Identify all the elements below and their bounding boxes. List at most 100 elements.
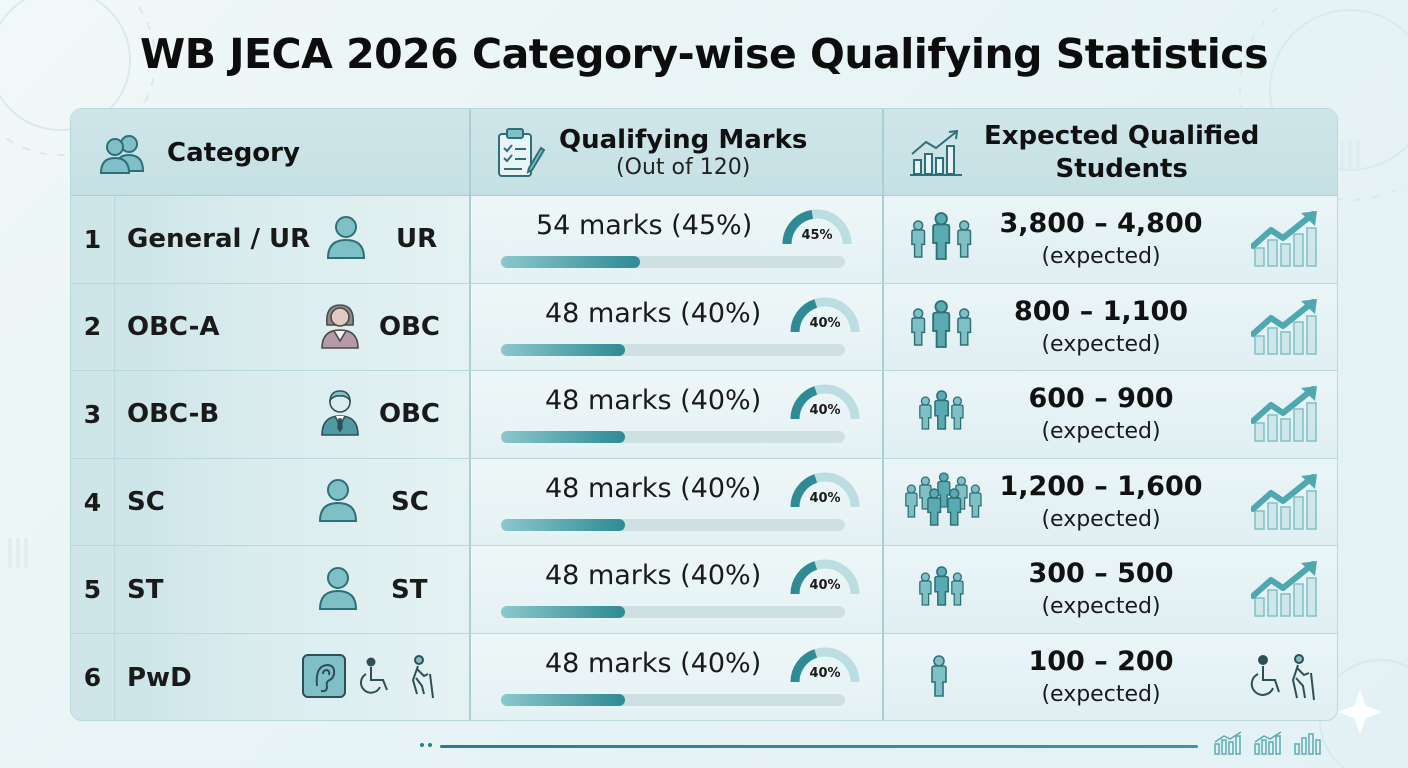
percent-gauge: 40% bbox=[787, 469, 863, 511]
category-abbr: UR bbox=[396, 224, 438, 255]
divider bbox=[882, 109, 884, 195]
students-header-line1: Expected Qualified bbox=[984, 120, 1260, 151]
users-icon bbox=[99, 134, 145, 174]
gauge-fill bbox=[790, 474, 818, 508]
progress-fill bbox=[501, 518, 625, 531]
category-name: SC bbox=[127, 487, 165, 518]
category-name: OBC-A bbox=[127, 311, 220, 342]
expected-label: (expected) bbox=[1041, 506, 1161, 532]
crowd-icon bbox=[903, 471, 989, 533]
table-row: 2 OBC-A OBC 48 marks (40%) 40% 800 – 1,100 (ex… bbox=[71, 283, 1337, 372]
divider bbox=[882, 196, 884, 283]
expected-label: (expected) bbox=[1041, 244, 1161, 269]
category-cell bbox=[71, 546, 469, 633]
marks-header-label: Qualifying Marks bbox=[559, 125, 808, 155]
trend-up-icon bbox=[1250, 385, 1323, 447]
category-abbr: ST bbox=[391, 574, 428, 605]
expected-label: (expected) bbox=[1041, 419, 1161, 445]
row-number: 2 bbox=[71, 283, 115, 371]
category-name: PwD bbox=[127, 662, 192, 693]
row-number: 1 bbox=[71, 196, 115, 283]
expected-range: 600 – 900 bbox=[1028, 383, 1174, 415]
qualifying-marks: 48 marks (40%) bbox=[545, 560, 762, 592]
trend-up-icon bbox=[1250, 298, 1323, 360]
progress-fill bbox=[501, 431, 625, 444]
trend-up-icon bbox=[1250, 560, 1323, 622]
footer-icons bbox=[1212, 730, 1324, 756]
category-header-label: Category bbox=[167, 137, 300, 168]
progress-fill bbox=[501, 606, 625, 619]
qualifying-marks: 48 marks (40%) bbox=[545, 297, 762, 329]
bar-chart-trend-icon bbox=[910, 129, 962, 176]
divider bbox=[882, 283, 884, 371]
man-suit-icon bbox=[319, 388, 361, 440]
marks-cell bbox=[469, 283, 882, 371]
category-cell bbox=[71, 634, 469, 720]
gauge-fill bbox=[790, 298, 818, 332]
bar-chart-icon bbox=[1254, 731, 1282, 755]
gauge-label: 40% bbox=[809, 666, 841, 681]
wheelchair-walker-icon bbox=[1243, 652, 1319, 706]
category-cell bbox=[71, 458, 469, 546]
gauge-label: 40% bbox=[809, 578, 841, 594]
expected-range: 100 – 200 bbox=[1028, 646, 1174, 677]
gauge-label: 40% bbox=[809, 315, 841, 331]
gauge-fill bbox=[790, 561, 818, 595]
trend-up-icon bbox=[1250, 210, 1323, 272]
table-row: 4 SC SC 48 marks (40%) 40% 1,200 – 1,600 (expe… bbox=[71, 458, 1337, 547]
progress-fill bbox=[501, 694, 625, 706]
marks-progress-bar bbox=[501, 256, 845, 268]
header-students: Expected Qualified Students bbox=[882, 109, 1337, 196]
marks-progress-bar bbox=[501, 518, 845, 531]
divider bbox=[469, 283, 471, 371]
marks-progress-bar bbox=[501, 431, 845, 444]
category-abbr: OBC bbox=[379, 311, 441, 342]
group-of-three-icon bbox=[917, 563, 969, 617]
trend-up-icon bbox=[1250, 473, 1323, 535]
qualifying-marks: 48 marks (40%) bbox=[545, 648, 762, 679]
bar-chart-icon bbox=[1294, 733, 1321, 755]
header-marks: Qualifying Marks (Out of 120) bbox=[469, 109, 882, 196]
category-name: OBC-B bbox=[127, 399, 220, 430]
marks-cell bbox=[469, 371, 882, 458]
divider bbox=[882, 546, 884, 633]
percent-gauge: 40% bbox=[787, 644, 863, 686]
single-person-icon bbox=[927, 654, 953, 702]
expected-range: 1,200 – 1,600 bbox=[999, 470, 1203, 502]
person-icon bbox=[317, 477, 359, 527]
qualifying-marks: 54 marks (45%) bbox=[536, 210, 753, 241]
students-header-line2: Students bbox=[1055, 153, 1188, 184]
divider bbox=[469, 458, 471, 546]
person-icon bbox=[325, 214, 367, 264]
percent-gauge: 40% bbox=[787, 556, 863, 598]
students-cell bbox=[882, 634, 1337, 720]
divider bbox=[469, 196, 471, 283]
divider bbox=[882, 371, 884, 458]
gauge-label: 40% bbox=[809, 490, 841, 506]
qualifying-marks: 48 marks (40%) bbox=[545, 472, 762, 504]
gauge-fill bbox=[790, 649, 818, 683]
percent-gauge: 40% bbox=[787, 294, 863, 336]
table-row: 1 General / UR UR 54 marks (45%) 45% 3,800 – … bbox=[71, 196, 1337, 284]
gauge-fill bbox=[790, 386, 818, 420]
divider bbox=[469, 634, 471, 720]
divider bbox=[469, 546, 471, 633]
statistics-table: Category Qualifying Marks (Out of 120) bbox=[70, 108, 1338, 721]
expected-range: 300 – 500 bbox=[1028, 558, 1174, 590]
percent-gauge: 45% bbox=[779, 206, 855, 248]
divider bbox=[882, 458, 884, 546]
marks-cell bbox=[469, 546, 882, 633]
category-cell bbox=[71, 371, 469, 458]
category-abbr: SC bbox=[391, 487, 429, 518]
woman-icon bbox=[319, 301, 361, 353]
clipboard-icon bbox=[498, 127, 545, 177]
row-number: 3 bbox=[71, 371, 115, 458]
footer-dots bbox=[420, 743, 432, 747]
marks-progress-bar bbox=[501, 343, 845, 356]
expected-range: 800 – 1,100 bbox=[1013, 295, 1189, 327]
gauge-label: 45% bbox=[801, 228, 833, 243]
progress-fill bbox=[501, 343, 625, 356]
progress-fill bbox=[501, 256, 641, 268]
footer-line bbox=[440, 745, 1198, 748]
group-of-three-icon bbox=[917, 387, 969, 441]
